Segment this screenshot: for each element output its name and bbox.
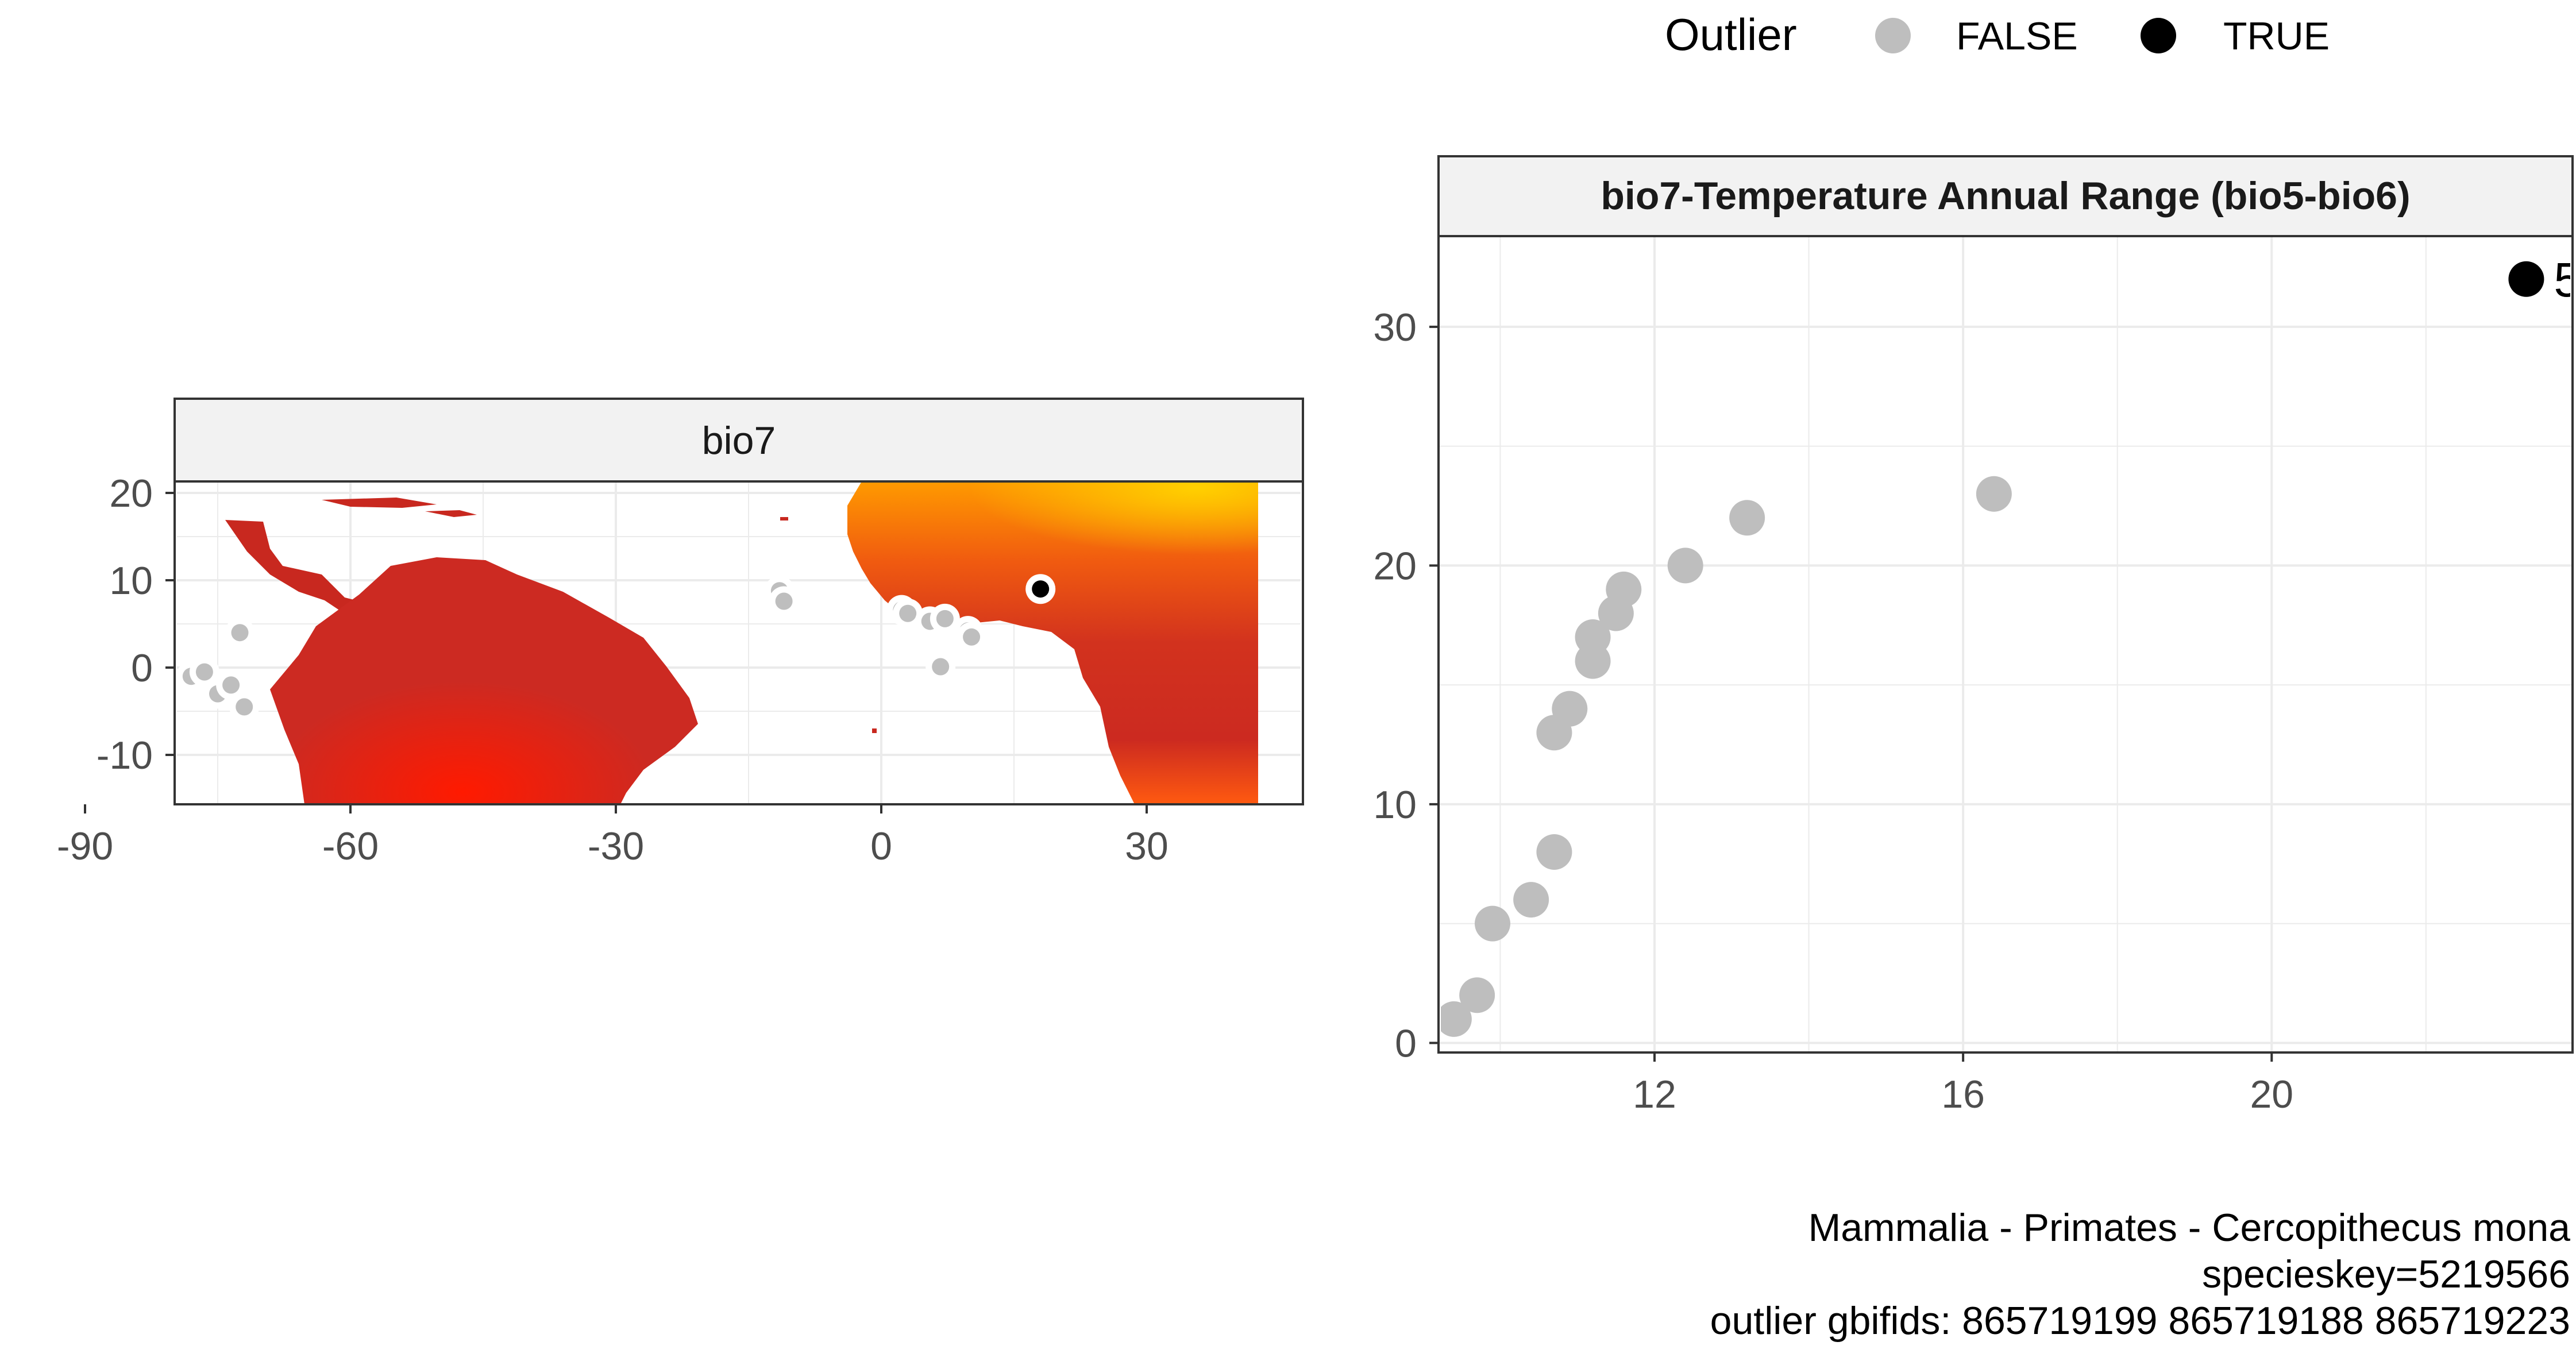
scatter-gridlines bbox=[1439, 236, 2573, 1052]
map-axes: -90 -60 -30 0 30 20 10 0 -10 bbox=[57, 472, 1169, 868]
island bbox=[872, 728, 877, 733]
map-strip-title: bio7 bbox=[702, 419, 776, 462]
scatter-plot-area bbox=[1439, 236, 2573, 1052]
map-point bbox=[231, 624, 249, 642]
island bbox=[780, 517, 788, 521]
central-america-land bbox=[225, 520, 368, 618]
scatter-annotations: 5 bbox=[2554, 253, 2576, 307]
scatter-y-tick-label: 10 bbox=[1373, 783, 1417, 827]
scatter-strip-title: bio7-Temperature Annual Range (bio5-bio6… bbox=[1601, 174, 2410, 218]
map-y-tick-label: 20 bbox=[109, 472, 153, 515]
map-x-tick-label: -60 bbox=[322, 824, 379, 868]
scatter-point-outlier bbox=[2508, 261, 2544, 297]
map-x-tick-label: -30 bbox=[588, 824, 644, 868]
caribbean-land-2 bbox=[425, 510, 477, 517]
map-y-tick-label: -10 bbox=[97, 734, 153, 777]
legend: Outlier FALSE TRUE bbox=[1665, 9, 2330, 60]
scatter-panel: bio7-Temperature Annual Range (bio5-bio6… bbox=[1373, 155, 2576, 1116]
scatter-x-tick-label: 20 bbox=[2250, 1073, 2293, 1116]
sahel-highlight bbox=[847, 481, 1258, 603]
map-point bbox=[222, 676, 240, 694]
legend-label-false: FALSE bbox=[1956, 14, 2078, 58]
caption-line-1: Mammalia - Primates - Cercopithecus mona bbox=[1808, 1206, 2571, 1250]
south-america-land bbox=[270, 557, 698, 803]
map-y-tick-label: 0 bbox=[131, 646, 153, 690]
map-point-outlier bbox=[1032, 580, 1050, 598]
scatter-points bbox=[1441, 261, 2544, 1037]
scatter-point bbox=[1475, 905, 1510, 942]
legend-key-false bbox=[1875, 18, 1911, 53]
scatter-point bbox=[1552, 691, 1588, 727]
scatter-point bbox=[1667, 548, 1703, 584]
map-point bbox=[195, 663, 213, 681]
caribbean-land bbox=[322, 498, 437, 508]
legend-title: Outlier bbox=[1665, 9, 1797, 60]
scatter-point-label: 5 bbox=[2554, 253, 2576, 307]
scatter-point bbox=[1441, 1001, 1472, 1037]
caption-line-3: outlier gbifids: 865719199 865719188 865… bbox=[1710, 1299, 2570, 1343]
scatter-point bbox=[1575, 619, 1611, 656]
scatter-y-tick-label: 30 bbox=[1373, 306, 1417, 349]
scatter-y-tick-label: 20 bbox=[1373, 544, 1417, 588]
scatter-x-tick-label: 16 bbox=[1941, 1073, 1985, 1116]
scatter-y-tick-label: 0 bbox=[1395, 1021, 1417, 1065]
caption: Mammalia - Primates - Cercopithecus mona… bbox=[1710, 1206, 2571, 1343]
legend-key-true bbox=[2141, 18, 2176, 53]
map-x-tick-label: -90 bbox=[57, 824, 113, 868]
map-point bbox=[899, 604, 917, 622]
scatter-point bbox=[1513, 882, 1549, 918]
map-point bbox=[932, 658, 950, 676]
scatter-point bbox=[1536, 834, 1572, 870]
map-point bbox=[236, 698, 253, 716]
caption-line-2: specieskey=5219566 bbox=[2202, 1252, 2570, 1296]
map-point bbox=[936, 610, 954, 627]
map-point bbox=[963, 628, 981, 646]
legend-label-true: TRUE bbox=[2223, 14, 2330, 58]
map-y-tick-label: 10 bbox=[109, 559, 153, 603]
scatter-x-tick-label: 12 bbox=[1633, 1073, 1676, 1116]
scatter-point bbox=[1459, 977, 1495, 1013]
map-panel: bio7 -90 -60 -30 0 30 20 10 0 -10 bbox=[57, 398, 1304, 868]
map-point bbox=[775, 592, 793, 610]
map-x-tick-label: 30 bbox=[1125, 824, 1169, 868]
scatter-strip bbox=[1437, 155, 2574, 237]
scatter-point bbox=[1729, 500, 1765, 536]
map-occurrence-points bbox=[177, 574, 1056, 722]
scatter-point bbox=[1976, 476, 2012, 512]
map-raster bbox=[225, 481, 1258, 803]
map-x-tick-label: 0 bbox=[870, 824, 892, 868]
scatter-point bbox=[1606, 571, 1642, 607]
map-strip bbox=[173, 398, 1304, 483]
scatter-axes: 12 16 20 0 10 20 30 bbox=[1373, 306, 2293, 1116]
